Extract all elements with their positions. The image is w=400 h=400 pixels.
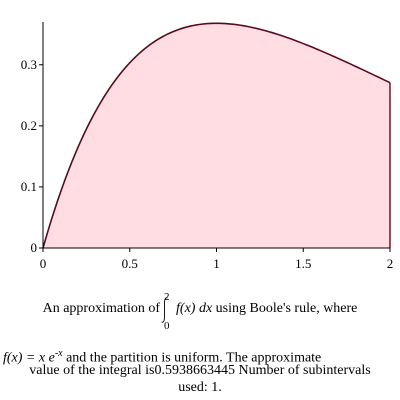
x-tick-label: 2: [387, 256, 394, 271]
caption-line-1: An approximation of 2 0 f(x) dx using Boole…: [0, 291, 400, 332]
ticks-layer: 0 0.5 1 1.5 2 0 0.1 0.2 0.3: [21, 57, 394, 271]
subintervals-count: 1.: [211, 380, 222, 395]
x-tick-label: 1: [213, 256, 220, 271]
caption-intro-text: An approximation of: [42, 301, 161, 317]
integrand: f(x) dx: [176, 301, 213, 317]
integral-value: 0.5938663445: [154, 363, 235, 378]
area-layer: [42, 22, 391, 249]
caption-line-2: f(x) = x e-x and the partition is unifor…: [3, 345, 400, 367]
y-tick-label: 0.3: [21, 57, 37, 72]
caption-method-text: using Boole's rule, where: [215, 301, 358, 317]
caption-value-label: value of the integral is: [29, 363, 155, 378]
function-definition: f(x) = x e: [3, 350, 55, 366]
x-tick-label: 0: [40, 256, 47, 271]
x-tick-label: 1.5: [295, 256, 311, 271]
y-tick-label: 0.1: [21, 179, 37, 194]
caption-subintervals-label: Number of subintervals: [238, 363, 371, 378]
chart-plot: 0 0.5 1 1.5 2 0 0.1 0.2 0.3: [21, 22, 394, 271]
integral-sign-icon: [161, 297, 168, 323]
area-fill: [43, 23, 390, 248]
curve-line: [42, 22, 391, 249]
caption-line-4: used: 1.: [0, 379, 400, 396]
caption-line-3: value of the integral is0.5938663445 Num…: [0, 362, 400, 379]
integral-lower-limit: 0: [164, 320, 170, 332]
function-exponent: -x: [54, 348, 63, 359]
y-tick-label: 0.2: [21, 118, 37, 133]
integral-upper-limit: 2: [164, 291, 170, 303]
x-tick-label: 0.5: [122, 256, 138, 271]
caption-partition-text: and the partition is uniform. The approx…: [66, 350, 322, 366]
y-tick-label: 0: [31, 240, 38, 255]
caption-used-label: used:: [178, 380, 208, 395]
